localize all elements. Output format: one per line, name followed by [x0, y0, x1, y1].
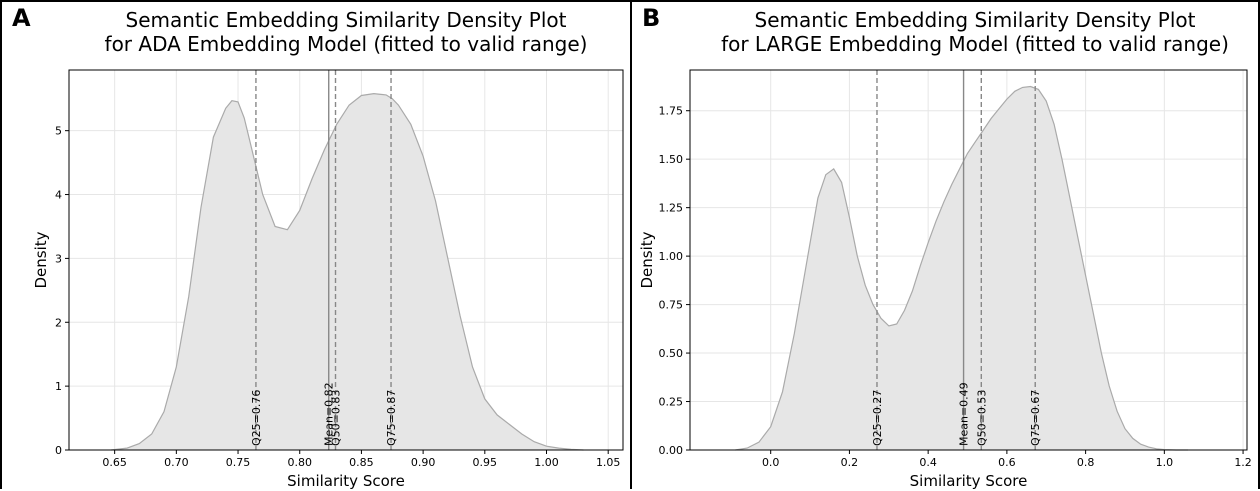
reference-line-label: Q25=0.76 — [250, 390, 263, 446]
x-tick-label: 0.6 — [998, 456, 1016, 469]
y-axis-label: Density — [638, 231, 656, 288]
reference-line-label: Q50=0.53 — [975, 390, 988, 446]
panel-label: B — [642, 4, 661, 32]
density-area — [111, 93, 584, 450]
x-tick-label: 0.65 — [102, 456, 127, 469]
x-tick-label: 0.80 — [287, 456, 312, 469]
y-tick-label: 0.75 — [659, 299, 684, 312]
y-tick-label: 1.00 — [659, 250, 684, 263]
y-tick-label: 1.75 — [659, 105, 684, 118]
x-tick-label: 1.0 — [1156, 456, 1174, 469]
chart-title: Semantic Embedding Similarity Density Pl… — [62, 8, 630, 56]
reference-line-label: Q75=0.87 — [385, 390, 398, 446]
x-tick-label: 0.0 — [762, 456, 780, 469]
y-tick-label: 5 — [55, 125, 62, 138]
x-tick-label: 0.8 — [1077, 456, 1095, 469]
y-axis-label: Density — [32, 231, 50, 288]
x-tick-label: 1.2 — [1234, 456, 1252, 469]
reference-line-label: Q50=0.83 — [330, 390, 343, 446]
x-axis-label: Similarity Score — [910, 472, 1028, 490]
chart-title-line-1: Semantic Embedding Similarity Density Pl… — [754, 8, 1196, 32]
reference-line-label: Q25=0.27 — [871, 390, 884, 446]
chart-title-line-2: for ADA Embedding Model (fitted to valid… — [104, 32, 588, 56]
y-tick-label: 2 — [55, 316, 62, 329]
plot-frame — [68, 69, 624, 451]
panel-b: B Semantic Embedding Similarity Density … — [632, 0, 1260, 490]
y-tick-label: 0.50 — [659, 347, 684, 360]
y-tick-label: 4 — [55, 189, 62, 202]
y-tick-label: 1.25 — [659, 202, 684, 215]
x-tick-label: 0.70 — [164, 456, 189, 469]
density-area — [735, 86, 1188, 450]
x-tick-label: 0.95 — [473, 456, 498, 469]
x-tick-label: 0.4 — [919, 456, 937, 469]
x-tick-label: 0.2 — [841, 456, 859, 469]
density-curve — [735, 85, 1188, 451]
density-plot-large: Q25=0.27 Mean=0.49 Q50=0.53 Q75=0.67 0.0 0.2 0… — [638, 69, 1252, 490]
y-tick-label: 0 — [55, 444, 62, 457]
y-tick-label: 1.50 — [659, 153, 684, 166]
panel-label: A — [12, 4, 31, 32]
plot-frame — [689, 69, 1248, 451]
x-tick-label: 0.90 — [411, 456, 436, 469]
reference-line-label: Mean=0.49 — [958, 382, 971, 446]
density-curve — [110, 92, 584, 451]
y-tick-label: 1 — [55, 380, 62, 393]
x-tick-label: 1.05 — [596, 456, 621, 469]
x-tick-label: 0.85 — [349, 456, 374, 469]
reference-line-label: Q75=0.67 — [1029, 390, 1042, 446]
chart-title-line-2: for LARGE Embedding Model (fitted to val… — [721, 32, 1229, 56]
y-tick-label: 3 — [55, 252, 62, 265]
y-tick-label: 0.25 — [659, 396, 684, 409]
reference-line-label: Mean=0.82 — [323, 382, 336, 446]
panel-a: A Semantic Embedding Similarity Density … — [0, 0, 632, 490]
chart-title-line-1: Semantic Embedding Similarity Density Pl… — [125, 8, 567, 32]
chart-title: Semantic Embedding Similarity Density Pl… — [692, 8, 1258, 56]
x-tick-label: 0.75 — [226, 456, 251, 469]
y-tick-label: 0.00 — [659, 444, 684, 457]
x-axis-label: Similarity Score — [287, 472, 405, 490]
x-tick-label: 1.00 — [534, 456, 559, 469]
